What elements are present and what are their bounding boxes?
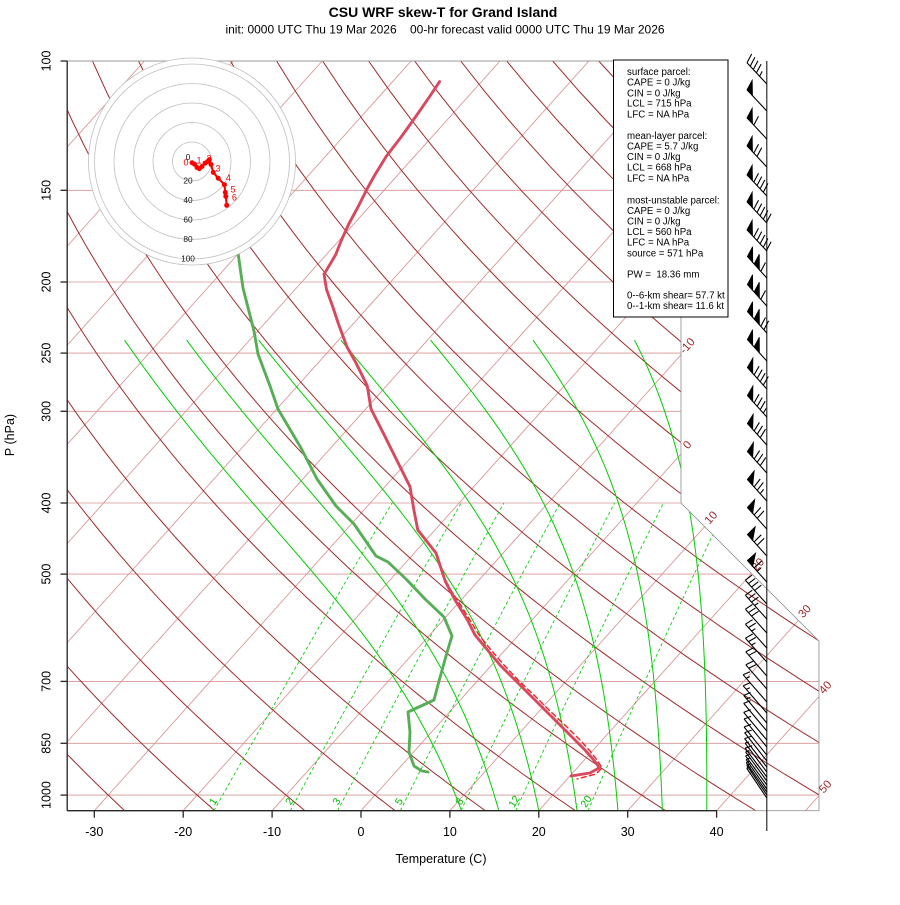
svg-text:CSU WRF skew-T for Grand Islan: CSU WRF skew-T for Grand Island xyxy=(329,4,558,20)
svg-text:LFC = NA hPa: LFC = NA hPa xyxy=(627,173,690,184)
svg-text:5: 5 xyxy=(393,796,406,807)
svg-text:CIN = 0 J/kg: CIN = 0 J/kg xyxy=(627,216,681,227)
svg-text:150: 150 xyxy=(40,180,54,201)
svg-text:4: 4 xyxy=(226,173,231,183)
svg-text:400: 400 xyxy=(40,493,54,514)
svg-text:850: 850 xyxy=(40,733,54,754)
svg-text:250: 250 xyxy=(40,343,54,364)
svg-text:8: 8 xyxy=(453,796,466,807)
svg-text:LCL = 668 hPa: LCL = 668 hPa xyxy=(627,163,692,174)
svg-text:LFC = NA hPa: LFC = NA hPa xyxy=(627,238,690,249)
svg-text:LCL = 560 hPa: LCL = 560 hPa xyxy=(627,227,692,238)
svg-text:200: 200 xyxy=(40,272,54,293)
svg-text:20: 20 xyxy=(183,176,193,186)
svg-text:-30: -30 xyxy=(85,825,103,839)
svg-text:2: 2 xyxy=(206,154,211,164)
svg-text:CIN = 0 J/kg: CIN = 0 J/kg xyxy=(627,88,681,99)
svg-text:mean-layer parcel:: mean-layer parcel: xyxy=(627,131,707,142)
svg-text:-10: -10 xyxy=(263,825,281,839)
svg-text:Temperature (C): Temperature (C) xyxy=(396,852,487,866)
svg-text:0: 0 xyxy=(186,152,191,162)
svg-text:init: 0000 UTC Thu 19 Mar 2026: init: 0000 UTC Thu 19 Mar 2026 00-hr for… xyxy=(225,23,664,37)
svg-text:LFC = NA hPa: LFC = NA hPa xyxy=(627,109,690,120)
svg-text:10: 10 xyxy=(443,825,457,839)
svg-text:0: 0 xyxy=(358,825,365,839)
svg-text:20: 20 xyxy=(578,793,594,809)
svg-text:-20: -20 xyxy=(174,825,192,839)
svg-text:3: 3 xyxy=(330,796,343,807)
svg-text:1: 1 xyxy=(207,796,220,807)
svg-text:1000: 1000 xyxy=(40,781,54,809)
svg-text:LCL = 715 hPa: LCL = 715 hPa xyxy=(627,99,692,110)
svg-text:0: 0 xyxy=(183,157,188,167)
svg-text:P (hPa): P (hPa) xyxy=(3,414,17,456)
svg-text:CIN = 0 J/kg: CIN = 0 J/kg xyxy=(627,152,681,163)
svg-text:700: 700 xyxy=(40,671,54,692)
svg-text:0--6-km shear= 57.7 kt: 0--6-km shear= 57.7 kt xyxy=(627,291,725,302)
svg-text:3: 3 xyxy=(215,163,220,173)
svg-text:20: 20 xyxy=(532,825,546,839)
svg-text:300: 300 xyxy=(40,401,54,422)
svg-text:CAPE = 0 J/kg: CAPE = 0 J/kg xyxy=(627,78,690,89)
svg-text:CAPE = 5.7 J/kg: CAPE = 5.7 J/kg xyxy=(627,141,698,152)
svg-text:6: 6 xyxy=(232,193,237,203)
svg-text:40: 40 xyxy=(710,825,724,839)
svg-text:40: 40 xyxy=(183,195,193,205)
svg-text:5: 5 xyxy=(230,184,235,194)
svg-text:100: 100 xyxy=(181,254,195,264)
svg-text:surface parcel:: surface parcel: xyxy=(627,67,691,78)
svg-text:1: 1 xyxy=(196,156,201,166)
svg-text:2: 2 xyxy=(283,796,296,807)
svg-text:source = 571 hPa: source = 571 hPa xyxy=(627,248,704,259)
svg-text:30: 30 xyxy=(621,825,635,839)
svg-text:CAPE = 0 J/kg: CAPE = 0 J/kg xyxy=(627,206,690,217)
svg-text:12: 12 xyxy=(506,793,522,809)
svg-text:60: 60 xyxy=(183,215,193,225)
svg-text:most-unstable parcel:: most-unstable parcel: xyxy=(627,195,720,206)
svg-text:100: 100 xyxy=(40,51,54,72)
svg-text:80: 80 xyxy=(183,234,193,244)
svg-text:PW = 18.36 mm: PW = 18.36 mm xyxy=(627,269,699,280)
svg-text:500: 500 xyxy=(40,564,54,585)
svg-text:0--1-km shear= 11.6 kt: 0--1-km shear= 11.6 kt xyxy=(627,301,724,312)
